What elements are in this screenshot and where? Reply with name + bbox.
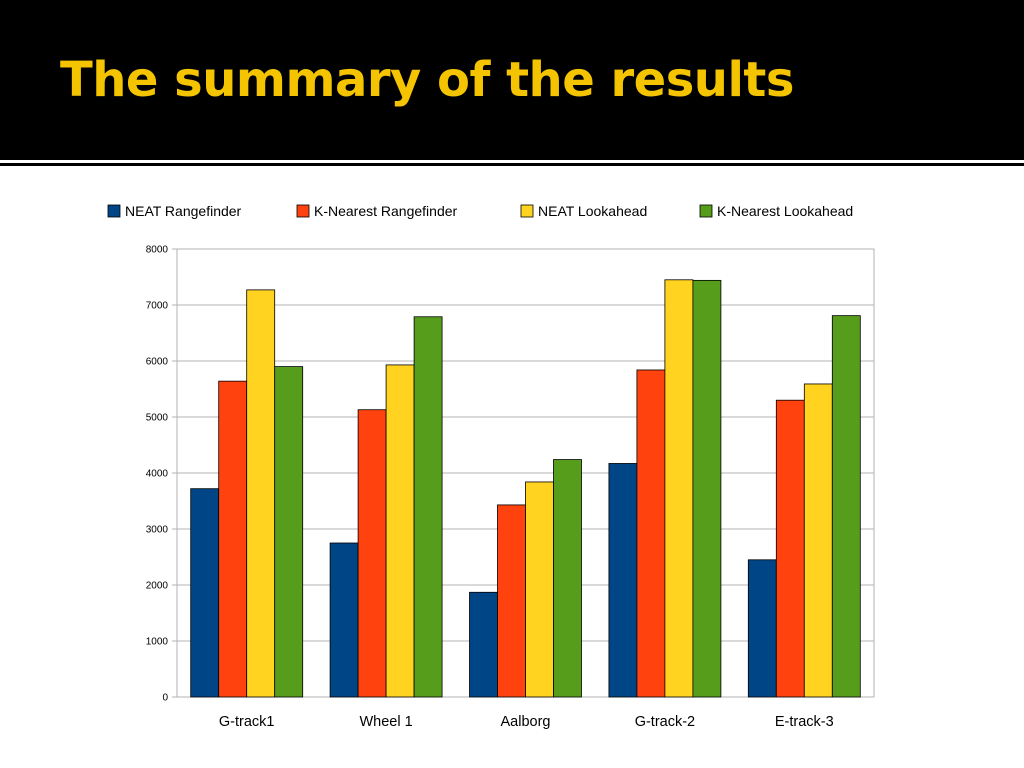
bar-neat-rangefinder-g-track-2 (608, 463, 638, 698)
bar-k-nearest-rangefinder-aalborg (497, 504, 526, 698)
x-tick-label: Wheel 1 (359, 714, 412, 730)
y-tick-label: 3000 (146, 525, 169, 536)
legend-label-k-nearest-rangefinder: K-Nearest Rangefinder (314, 203, 458, 219)
bar-neat-rangefinder-g-track1 (190, 488, 220, 698)
y-axis: 0 1000 2000 3000 4000 5000 6000 7000 8000 (146, 245, 177, 704)
legend-swatch-k-nearest-lookahead (699, 204, 713, 218)
bar-neat-lookahead-g-track1 (246, 289, 276, 698)
y-tick-label: 0 (162, 693, 168, 704)
legend-swatch-neat-lookahead (520, 204, 534, 218)
header-divider (0, 160, 1024, 163)
bar-k-nearest-rangefinder-wheel-1 (357, 409, 387, 698)
bar-neat-rangefinder-e-track-3 (747, 559, 777, 698)
x-tick-label: Aalborg (501, 714, 551, 730)
bar-neat-lookahead-e-track-3 (803, 383, 833, 698)
y-tick-label: 1000 (146, 637, 169, 648)
bar-neat-lookahead-aalborg (525, 481, 554, 698)
bar-k-nearest-lookahead-wheel-1 (413, 316, 443, 698)
legend-label-neat-lookahead: NEAT Lookahead (538, 203, 647, 219)
bar-neat-rangefinder-aalborg (469, 591, 498, 698)
x-axis: G-track1 Wheel 1 Aalborg G-track-2 E-track-3 (219, 714, 834, 730)
bar-neat-rangefinder-wheel-1 (329, 542, 359, 698)
x-tick-label: G-track-2 (635, 714, 695, 730)
bar-k-nearest-lookahead-aalborg (553, 459, 582, 698)
legend-label-k-nearest-lookahead: K-Nearest Lookahead (717, 203, 853, 219)
legend-label-neat-rangefinder: NEAT Rangefinder (125, 203, 242, 219)
bar-neat-lookahead-wheel-1 (385, 364, 415, 698)
bar-k-nearest-rangefinder-g-track-2 (636, 369, 666, 698)
bar-k-nearest-lookahead-g-track-2 (692, 279, 722, 698)
bar-neat-lookahead-g-track-2 (664, 279, 694, 698)
y-tick-label: 7000 (146, 301, 169, 312)
slide-title: The summary of the results (60, 52, 794, 108)
bar-k-nearest-lookahead-e-track-3 (831, 315, 861, 698)
legend-swatch-neat-rangefinder (107, 204, 121, 218)
chart-legend: NEAT Rangefinder K-Nearest Rangefinder NEA… (107, 203, 853, 219)
y-tick-label: 5000 (146, 413, 169, 424)
bar-k-nearest-lookahead-g-track1 (274, 366, 304, 698)
slide-header: The summary of the results (0, 0, 1024, 160)
y-tick-label: 8000 (146, 245, 169, 256)
y-tick-label: 4000 (146, 469, 169, 480)
bar-k-nearest-rangefinder-g-track1 (218, 380, 248, 698)
x-tick-label: E-track-3 (775, 714, 834, 730)
y-tick-label: 6000 (146, 357, 169, 368)
legend-swatch-k-nearest-rangefinder (296, 204, 310, 218)
bar-k-nearest-rangefinder-e-track-3 (775, 399, 805, 698)
chart-bars (190, 279, 861, 698)
y-tick-label: 2000 (146, 581, 169, 592)
x-tick-label: G-track1 (219, 714, 275, 730)
